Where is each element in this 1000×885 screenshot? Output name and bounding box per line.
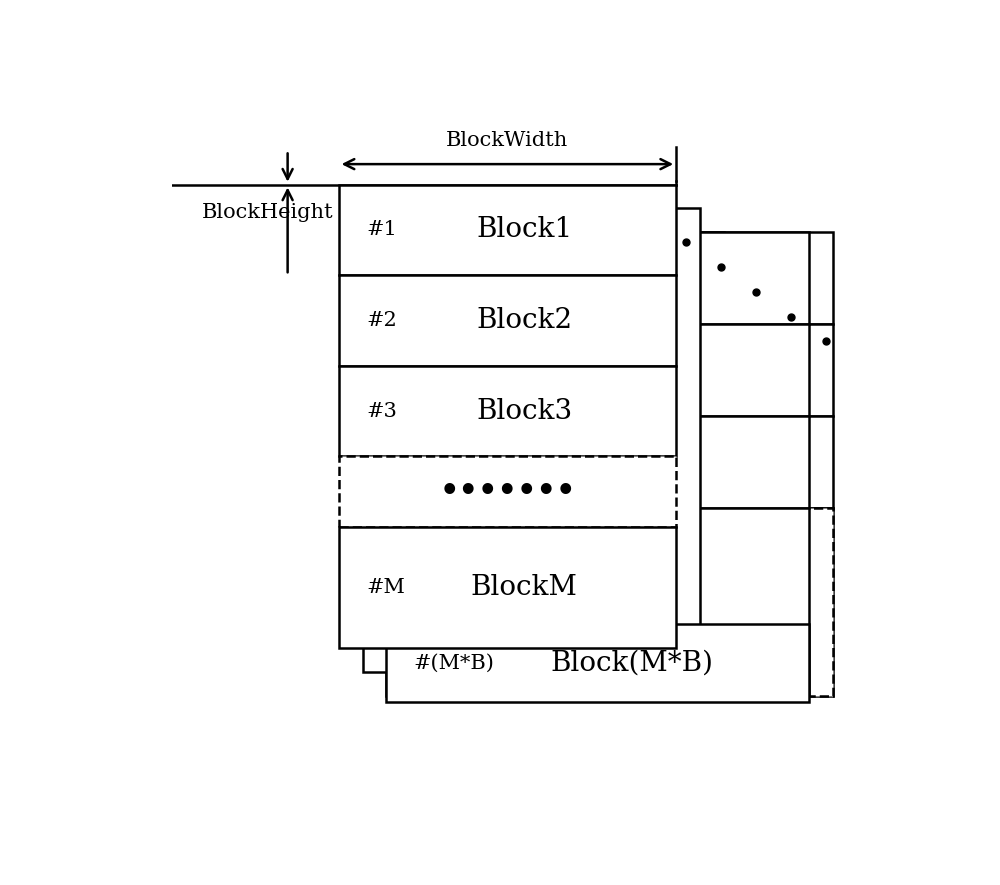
Bar <box>676 324 809 416</box>
Bar <box>700 508 833 696</box>
Bar <box>339 366 676 457</box>
Bar <box>700 416 833 508</box>
Bar <box>700 232 833 324</box>
Text: BlockHeight: BlockHeight <box>201 204 333 222</box>
Bar <box>700 324 833 416</box>
Bar <box>386 232 724 696</box>
Bar <box>339 457 676 527</box>
Text: #1: #1 <box>366 220 397 239</box>
Bar <box>676 416 809 508</box>
Bar <box>700 508 833 696</box>
Bar <box>676 508 809 696</box>
Text: #3: #3 <box>366 402 397 420</box>
Text: #M: #M <box>366 578 405 597</box>
Text: BlockWidth: BlockWidth <box>446 132 569 150</box>
Bar <box>676 232 809 324</box>
Bar <box>339 185 676 275</box>
Text: BlockM: BlockM <box>471 574 578 601</box>
Text: #2: #2 <box>366 311 397 330</box>
Bar <box>339 275 676 366</box>
Text: •••••••: ••••••• <box>439 476 576 507</box>
Text: #(M*B): #(M*B) <box>414 654 495 673</box>
Text: Block3: Block3 <box>476 397 572 425</box>
Text: Block2: Block2 <box>476 307 572 334</box>
Text: Block1: Block1 <box>476 217 572 243</box>
Bar <box>339 527 676 648</box>
Bar <box>386 624 809 703</box>
Text: Block(M*B): Block(M*B) <box>550 650 713 677</box>
Bar <box>363 209 700 672</box>
